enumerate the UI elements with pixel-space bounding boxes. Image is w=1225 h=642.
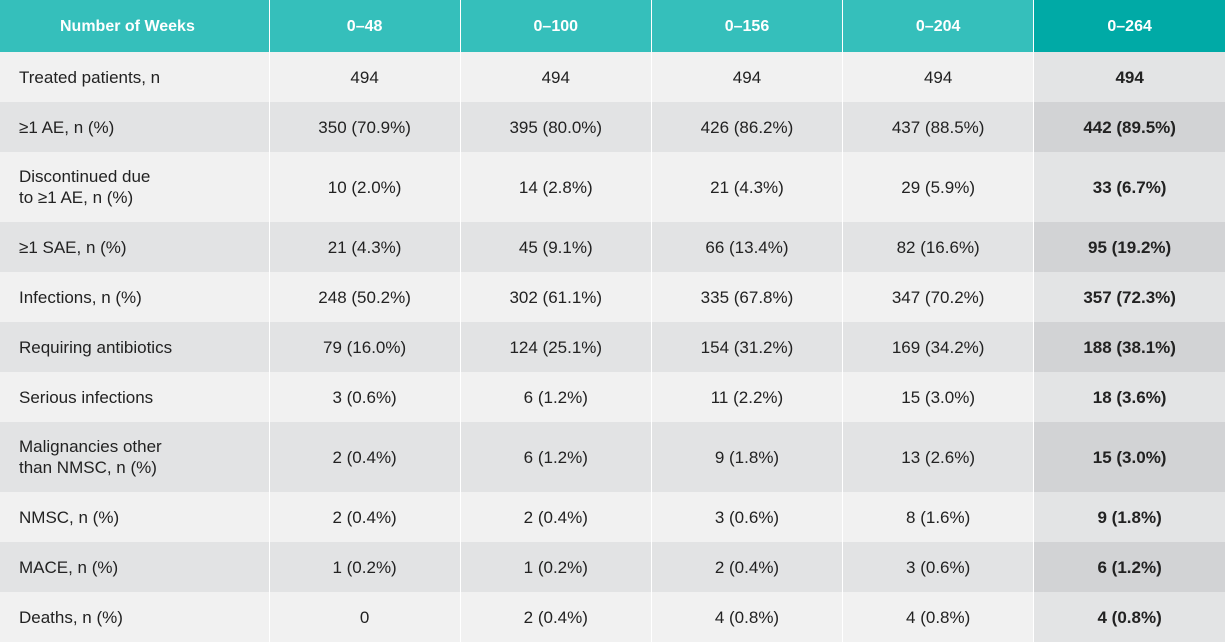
cell: 66 (13.4%) [650,222,843,272]
cell: 188 (38.1%) [1033,322,1225,372]
cell: 6 (1.2%) [459,372,652,422]
cell: 21 (4.3%) [650,152,843,222]
cell: 494 [842,52,1034,102]
cell: 1 (0.2%) [459,542,652,592]
row-label: Deaths, n (%) [0,592,269,642]
cell: 335 (67.8%) [650,272,843,322]
cell: 6 (1.2%) [1033,542,1225,592]
cell: 15 (3.0%) [842,372,1034,422]
cell: 82 (16.6%) [842,222,1034,272]
header-cell: 0–100 [459,0,652,52]
cell: 2 (0.4%) [268,492,461,542]
row-label: NMSC, n (%) [0,492,269,542]
cell: 45 (9.1%) [459,222,652,272]
cell: 442 (89.5%) [1033,102,1225,152]
cell: 302 (61.1%) [459,272,652,322]
cell: 4 (0.8%) [842,592,1034,642]
cell: 347 (70.2%) [842,272,1034,322]
cell: 8 (1.6%) [842,492,1034,542]
cell: 14 (2.8%) [459,152,652,222]
header-cell: 0–204 [842,0,1034,52]
cell: 29 (5.9%) [842,152,1034,222]
cell: 11 (2.2%) [650,372,843,422]
cell: 79 (16.0%) [268,322,461,372]
cell: 4 (0.8%) [1033,592,1225,642]
cell: 248 (50.2%) [268,272,461,322]
cell: 21 (4.3%) [268,222,461,272]
header-cell: 0–48 [268,0,461,52]
cell: 1 (0.2%) [268,542,461,592]
table-row: Serious infections 3 (0.6%) 6 (1.2%) 11 (2.… [0,372,1225,422]
header-label: Number of Weeks [0,0,269,52]
cell: 6 (1.2%) [459,422,652,492]
cell: 9 (1.8%) [650,422,843,492]
cell: 18 (3.6%) [1033,372,1225,422]
header-cell: 0–156 [650,0,843,52]
table-row: NMSC, n (%) 2 (0.4%) 2 (0.4%) 3 (0.6%) 8 (1.… [0,492,1225,542]
cell: 169 (34.2%) [842,322,1034,372]
row-label: MACE, n (%) [0,542,269,592]
cell: 3 (0.6%) [268,372,461,422]
cell: 350 (70.9%) [268,102,461,152]
row-label: Malignancies other than NMSC, n (%) [0,422,269,492]
row-label: Requiring antibiotics [0,322,269,372]
cell: 4 (0.8%) [650,592,843,642]
table-row: ≥1 SAE, n (%) 21 (4.3%) 45 (9.1%) 66 (13.4%… [0,222,1225,272]
cell: 13 (2.6%) [842,422,1034,492]
cell: 10 (2.0%) [268,152,461,222]
table-row: Discontinued due to ≥1 AE, n (%) 10 (2.0%… [0,152,1225,222]
table-row: Requiring antibiotics 79 (16.0%) 124 (25.1… [0,322,1225,372]
cell: 15 (3.0%) [1033,422,1225,492]
cell: 0 [268,592,461,642]
cell: 3 (0.6%) [842,542,1034,592]
header-cell: 0–264 [1033,0,1225,52]
table-row: MACE, n (%) 1 (0.2%) 1 (0.2%) 2 (0.4%) 3 (0.… [0,542,1225,592]
cell: 426 (86.2%) [650,102,843,152]
table-row: Treated patients, n 494 494 494 494 494 [0,52,1225,102]
cell: 3 (0.6%) [650,492,843,542]
cell: 95 (19.2%) [1033,222,1225,272]
header-row: Number of Weeks 0–48 0–100 0–156 0–204 0–264 [0,0,1225,52]
row-label: Discontinued due to ≥1 AE, n (%) [0,152,269,222]
cell: 2 (0.4%) [459,492,652,542]
cell: 154 (31.2%) [650,322,843,372]
cell: 494 [268,52,461,102]
table-row: ≥1 AE, n (%) 350 (70.9%) 395 (80.0%) 426 (8… [0,102,1225,152]
cell: 494 [1033,52,1225,102]
row-label: ≥1 SAE, n (%) [0,222,269,272]
cell: 33 (6.7%) [1033,152,1225,222]
cell: 2 (0.4%) [459,592,652,642]
cell: 494 [650,52,843,102]
cell: 2 (0.4%) [650,542,843,592]
table-row: Malignancies other than NMSC, n (%) 2 (0.… [0,422,1225,492]
row-label: Treated patients, n [0,52,269,102]
table-row: Deaths, n (%) 0 2 (0.4%) 4 (0.8%) 4 (0.8%) 4 … [0,592,1225,642]
cell: 395 (80.0%) [459,102,652,152]
row-label: Serious infections [0,372,269,422]
cell: 124 (25.1%) [459,322,652,372]
table-row: Infections, n (%) 248 (50.2%) 302 (61.1%) 3… [0,272,1225,322]
cell: 9 (1.8%) [1033,492,1225,542]
cell: 494 [459,52,652,102]
cell: 2 (0.4%) [268,422,461,492]
row-label: Infections, n (%) [0,272,269,322]
cell: 437 (88.5%) [842,102,1034,152]
row-label: ≥1 AE, n (%) [0,102,269,152]
cell: 357 (72.3%) [1033,272,1225,322]
